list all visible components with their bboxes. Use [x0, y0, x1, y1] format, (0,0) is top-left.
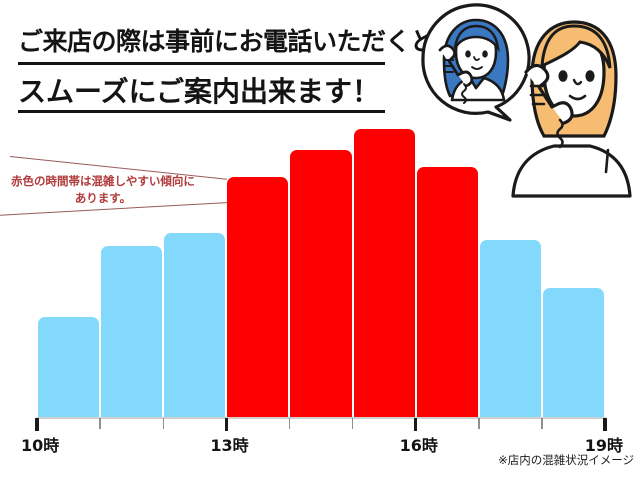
bar-12時: [164, 233, 226, 417]
bar-13時: [227, 177, 289, 417]
headline-line-2: スムーズにご案内出来ます！: [18, 75, 381, 108]
annotation-block: 赤色の時間帯は混雑しやすい傾向にあります。: [0, 148, 250, 228]
bar-18時: [542, 288, 604, 417]
x-tick-15: [351, 418, 354, 429]
x-axis-label-16: 16時: [399, 436, 438, 455]
x-tick-17: [478, 418, 480, 429]
x-axis-label-13: 13時: [210, 436, 249, 455]
x-tick-16: [413, 418, 418, 431]
x-tick-10: [35, 418, 39, 431]
speech-bubble-staff-icon: [421, 3, 531, 122]
bar-14時: [290, 150, 352, 417]
bar-11時: [101, 246, 163, 417]
x-tick-14: [288, 418, 291, 429]
bar-17時: [479, 240, 541, 417]
customer-on-phone-icon: [511, 20, 632, 198]
bar-15時: [353, 129, 415, 417]
x-tick-11: [99, 418, 101, 429]
headline-line-1: ご来店の際は事前にお電話いただくと: [18, 27, 435, 56]
x-axis-line: [36, 417, 606, 419]
bar-16時: [416, 167, 478, 417]
x-tick-18: [541, 418, 543, 429]
phone-call-illustration: [418, 0, 640, 200]
headline-divider-top: [18, 62, 385, 65]
x-tick-19: [603, 418, 607, 431]
x-axis-label-10: 10時: [21, 436, 60, 455]
annotation-text: 赤色の時間帯は混雑しやすい傾向にあります。: [11, 174, 195, 205]
x-tick-13: [224, 418, 229, 431]
x-axis-label-19: 19時: [584, 436, 623, 455]
chart-footnote: ※店内の混雑状況イメージ: [498, 453, 634, 467]
bar-10時: [38, 317, 100, 417]
x-tick-12: [162, 418, 165, 429]
headline-divider-bottom: [18, 110, 385, 113]
